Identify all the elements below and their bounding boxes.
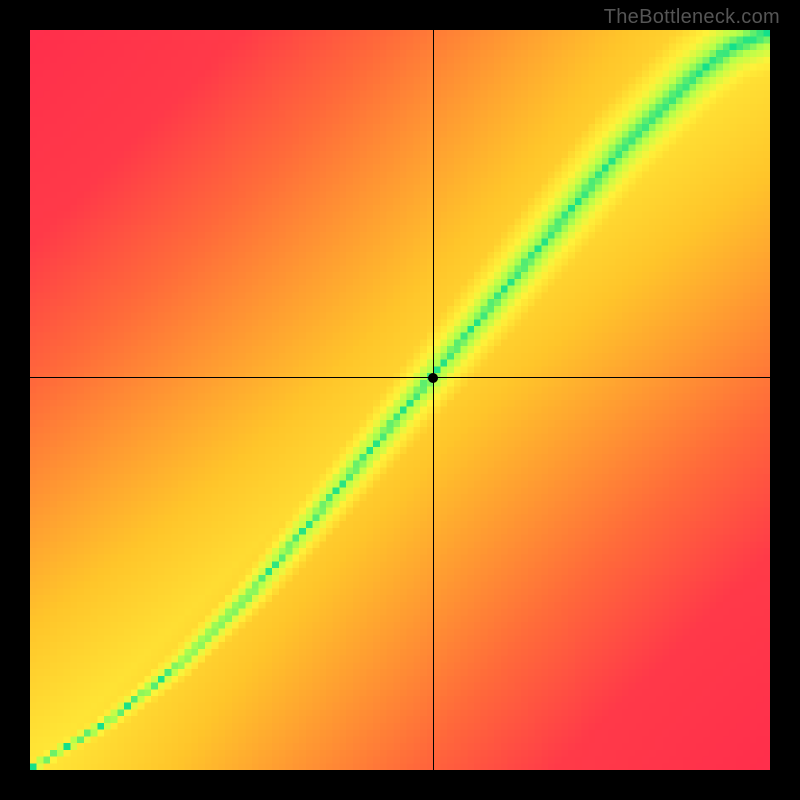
crosshair-vertical [433, 30, 434, 770]
chart-container: TheBottleneck.com [0, 0, 800, 800]
watermark-label: TheBottleneck.com [604, 6, 780, 29]
crosshair-horizontal [30, 377, 770, 378]
bottleneck-marker-dot [428, 373, 438, 383]
bottleneck-heatmap [30, 30, 770, 770]
